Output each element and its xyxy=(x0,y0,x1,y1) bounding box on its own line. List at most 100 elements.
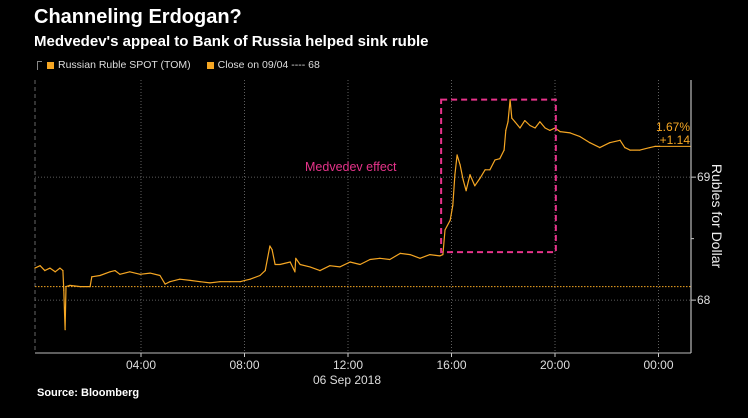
legend-series-label: Russian Ruble SPOT (TOM) xyxy=(58,59,191,71)
x-tick-label: 20:00 xyxy=(540,358,570,372)
data-point xyxy=(544,127,546,129)
data-point xyxy=(639,149,641,151)
data-point xyxy=(379,257,381,259)
data-point xyxy=(519,127,521,129)
data-point xyxy=(629,149,631,151)
data-point xyxy=(469,174,471,176)
data-point xyxy=(169,281,171,283)
data-point xyxy=(114,270,116,272)
y-tick-label: 68 xyxy=(697,293,711,307)
data-point xyxy=(99,274,101,277)
data-point xyxy=(484,169,486,171)
data-point xyxy=(34,267,36,269)
legend-swatch-close xyxy=(206,61,214,69)
data-point xyxy=(511,117,513,119)
data-point xyxy=(244,279,246,282)
data-point xyxy=(479,177,481,179)
data-point xyxy=(452,204,454,207)
data-point xyxy=(499,158,501,160)
data-point xyxy=(474,185,476,187)
data-point xyxy=(456,154,458,156)
data-point xyxy=(349,261,351,263)
data-point xyxy=(62,270,64,272)
last-abs-change: +1.14 xyxy=(660,133,691,147)
data-point xyxy=(89,285,91,288)
data-point xyxy=(294,271,296,273)
data-point xyxy=(274,263,276,266)
x-axis-label: 06 Sep 2018 xyxy=(313,373,381,387)
data-point xyxy=(359,263,361,266)
data-point xyxy=(534,127,536,129)
x-tick-label: 16:00 xyxy=(436,358,466,372)
data-point xyxy=(269,245,271,247)
data-point xyxy=(654,145,656,148)
data-point xyxy=(69,284,71,286)
data-point xyxy=(319,270,321,272)
data-point xyxy=(119,273,121,275)
data-point xyxy=(279,263,281,266)
data-point xyxy=(524,119,526,122)
data-point xyxy=(329,265,331,267)
data-point xyxy=(599,147,601,149)
legend-close-label: Close on 09/04 ---- 68 xyxy=(217,59,320,71)
data-point xyxy=(189,279,191,282)
pin-icon[interactable] xyxy=(37,60,42,70)
data-point xyxy=(419,257,421,259)
source-note: Source: Bloomberg xyxy=(37,387,140,399)
data-point xyxy=(65,285,67,288)
data-point xyxy=(505,129,507,132)
x-tick-label: 04:00 xyxy=(126,358,156,372)
data-point xyxy=(179,278,181,280)
data-point xyxy=(149,272,151,274)
data-point xyxy=(159,274,161,277)
data-point xyxy=(579,135,581,138)
data-point xyxy=(514,121,516,123)
data-point xyxy=(429,254,431,256)
data-point xyxy=(369,258,371,261)
data-point xyxy=(289,261,291,263)
data-point xyxy=(49,267,51,269)
data-point xyxy=(509,99,511,101)
data-point xyxy=(589,142,591,144)
data-point xyxy=(442,254,444,256)
data-point xyxy=(439,255,441,257)
data-point xyxy=(465,190,467,192)
data-point xyxy=(339,266,341,268)
data-point xyxy=(164,283,166,285)
data-point xyxy=(259,274,261,277)
data-point xyxy=(619,139,621,141)
data-point xyxy=(139,273,141,275)
y-axis-label: Rubles for Dollar xyxy=(709,164,725,269)
chart-subtitle: Medvedev's appeal to Bank of Russia help… xyxy=(34,33,429,50)
data-point xyxy=(54,271,56,273)
data-point xyxy=(199,281,201,283)
series-line xyxy=(34,99,660,331)
data-point xyxy=(569,132,571,134)
data-point xyxy=(503,149,505,151)
data-point xyxy=(209,282,211,284)
data-point xyxy=(295,257,297,259)
data-point xyxy=(59,267,61,269)
data-point xyxy=(449,219,451,221)
data-point xyxy=(44,270,46,272)
data-point xyxy=(264,270,266,272)
data-point xyxy=(109,271,111,273)
data-point xyxy=(489,169,491,171)
x-tick-label: 08:00 xyxy=(229,358,259,372)
data-point xyxy=(609,142,611,144)
data-point xyxy=(494,159,496,161)
data-point xyxy=(409,254,411,256)
data-point xyxy=(229,281,231,283)
data-point xyxy=(399,252,401,254)
y-tick-label: 69 xyxy=(697,170,711,184)
highlight-label: Medvedev effect xyxy=(305,160,397,174)
data-point xyxy=(91,276,93,278)
legend-swatch-series xyxy=(47,61,54,69)
data-point xyxy=(649,147,651,149)
data-point xyxy=(309,266,311,268)
chart-title: Channeling Erdogan? xyxy=(34,6,242,28)
data-point xyxy=(64,329,66,331)
x-tick-label: 00:00 xyxy=(643,358,673,372)
data-point xyxy=(129,271,131,273)
